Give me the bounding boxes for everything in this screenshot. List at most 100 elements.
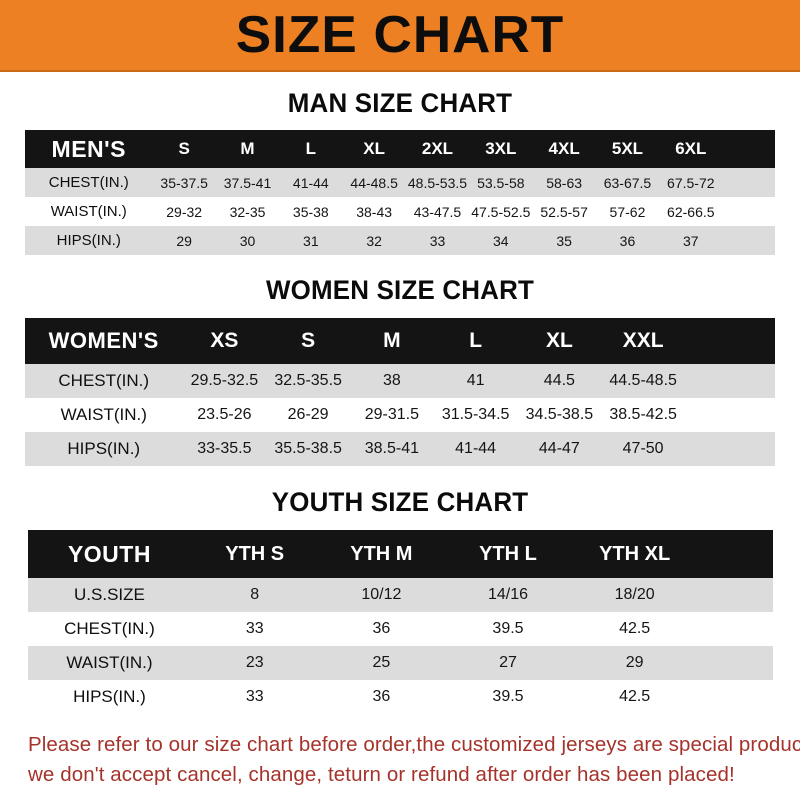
youth-header-filler [697,530,773,578]
youth-row-label: U.S.SIZE [27,578,192,612]
youth-measurement-cell: 14/16 [444,578,572,612]
man-measurement-cell: 48.5-53.5 [405,168,470,197]
man-measurement-cell: 37 [659,226,723,255]
table-row: WAIST(IN.) 29-32 32-35 35-38 38-43 43-47.5 47.… [25,197,775,226]
youth-row-filler [697,612,773,646]
youth-measurement-cell: 42.5 [571,612,698,646]
women-measurement-cell: 44-47 [517,432,602,466]
man-size-header: 5XL [611,139,644,158]
women-size-header: XS [210,329,239,352]
man-corner-label: MEN'S [51,135,126,162]
women-measurement-cell: 38 [350,364,434,398]
section-youth-size-chart: YOUTH SIZE CHART YOUTH YTH S YTH M YTH L YTH… [0,487,800,714]
youth-measurement-cell: 25 [318,646,445,680]
women-measurement-cell: 44.5-48.5 [601,364,685,398]
man-row-label: CHEST(IN.) [25,168,153,197]
man-measurement-cell: 47.5-52.5 [469,197,533,226]
table-row: CHEST(IN.) 29.5-32.5 32.5-35.5 38 41 44.5 44.5… [25,364,775,398]
youth-measurement-cell: 8 [191,578,319,612]
women-measurement-cell: 47-50 [601,432,685,466]
women-measurement-cell: 29.5-32.5 [182,364,267,398]
youth-measurement-cell: 29 [571,646,698,680]
man-measurement-cell: 43-47.5 [405,197,470,226]
women-measurement-cell: 34.5-38.5 [517,398,602,432]
man-measurement-cell: 34 [469,226,533,255]
table-row: HIPS(IN.) 33 36 39.5 42.5 [27,680,773,714]
youth-measurement-cell: 39.5 [444,680,572,714]
women-measurement-cell: 32.5-35.5 [266,364,350,398]
youth-row-label: WAIST(IN.) [27,646,192,680]
man-row-filler [722,226,775,255]
section-title-women: WOMEN SIZE CHART [265,275,535,305]
man-header-filler [722,130,775,168]
man-measurement-cell: 53.5-58 [469,168,533,197]
youth-row-filler [697,646,773,680]
man-size-header: 4XL [548,139,580,158]
women-measurement-cell: 31.5-34.5 [433,398,518,432]
man-measurement-cell: 36 [595,226,660,255]
footer-line-1: Please refer to our size chart before or… [28,733,800,756]
youth-size-header: YTH XL [599,542,671,565]
man-size-header: M [240,139,255,158]
section-title-man: MAN SIZE CHART [287,88,513,118]
youth-size-header: YTH L [479,542,537,565]
page-banner: SIZE CHART [0,0,800,72]
man-measurement-cell: 67.5-72 [659,168,723,197]
page-title: SIZE CHART [235,6,565,64]
table-row: WAIST(IN.) 23 25 27 29 [27,646,773,680]
man-measurement-cell: 37.5-41 [215,168,280,197]
table-row: CHEST(IN.) 33 36 39.5 42.5 [27,612,773,646]
youth-measurement-cell: 36 [318,680,445,714]
women-measurement-cell: 38.5-41 [350,432,434,466]
man-measurement-cell: 35-38 [279,197,343,226]
man-measurement-cell: 41-44 [279,168,343,197]
table-wrap-youth: YOUTH YTH S YTH M YTH L YTH XL U.S.SIZE 8 10/1… [27,530,773,714]
youth-measurement-cell: 39.5 [444,612,572,646]
youth-size-header: YTH S [225,542,285,565]
youth-row-filler [697,578,773,612]
women-size-header: XXL [622,329,664,352]
youth-measurement-cell: 23 [191,646,319,680]
man-measurement-cell: 35-37.5 [152,168,216,197]
man-measurement-cell: 35 [532,226,596,255]
table-row: U.S.SIZE 8 10/12 14/16 18/20 [27,578,773,612]
man-measurement-cell: 30 [215,226,280,255]
women-size-table: WOMEN'S XS S M L XL XXL CHEST(IN.) 29.5-32.5 32.… [25,318,775,466]
youth-measurement-cell: 33 [191,612,319,646]
youth-row-label: CHEST(IN.) [27,612,192,646]
women-measurement-cell: 29-31.5 [350,398,434,432]
youth-corner-label: YOUTH [67,540,151,567]
man-size-header: L [305,139,317,158]
women-row-filler [685,398,775,432]
man-table-body: MEN'S S M L XL 2XL 3XL 4XL 5XL 6XL CHEST(IN.) 35-3… [25,130,775,255]
women-header-filler [685,318,775,364]
man-size-header: XL [363,139,386,158]
women-measurement-cell: 41 [433,364,518,398]
table-row: HIPS(IN.) 33-35.5 35.5-38.5 38.5-41 41-44 44-… [25,432,775,466]
man-measurement-cell: 29 [152,226,216,255]
youth-measurement-cell: 18/20 [571,578,698,612]
youth-size-table: YOUTH YTH S YTH M YTH L YTH XL U.S.SIZE 8 10/1… [27,530,773,714]
man-measurement-cell: 62-66.5 [659,197,723,226]
man-row-label: WAIST(IN.) [25,197,153,226]
man-measurement-cell: 52.5-57 [532,197,596,226]
youth-measurement-cell: 36 [318,612,445,646]
man-size-header: S [178,139,190,158]
youth-measurement-cell: 27 [444,646,572,680]
women-corner-label: WOMEN'S [48,328,159,353]
women-size-header: S [301,329,316,352]
women-size-header: XL [545,329,573,352]
women-row-label: CHEST(IN.) [25,364,183,398]
man-measurement-cell: 58-63 [532,168,596,197]
youth-row-filler [697,680,773,714]
women-row-filler [685,364,775,398]
man-measurement-cell: 32 [342,226,406,255]
women-measurement-cell: 44.5 [517,364,602,398]
man-measurement-cell: 29-32 [152,197,216,226]
man-size-header: 6XL [675,139,707,158]
man-measurement-cell: 33 [405,226,470,255]
women-measurement-cell: 38.5-42.5 [601,398,685,432]
women-measurement-cell: 33-35.5 [182,432,267,466]
man-row-filler [722,197,775,226]
man-size-table: MEN'S S M L XL 2XL 3XL 4XL 5XL 6XL CHEST(IN.) 35-3… [25,130,775,255]
